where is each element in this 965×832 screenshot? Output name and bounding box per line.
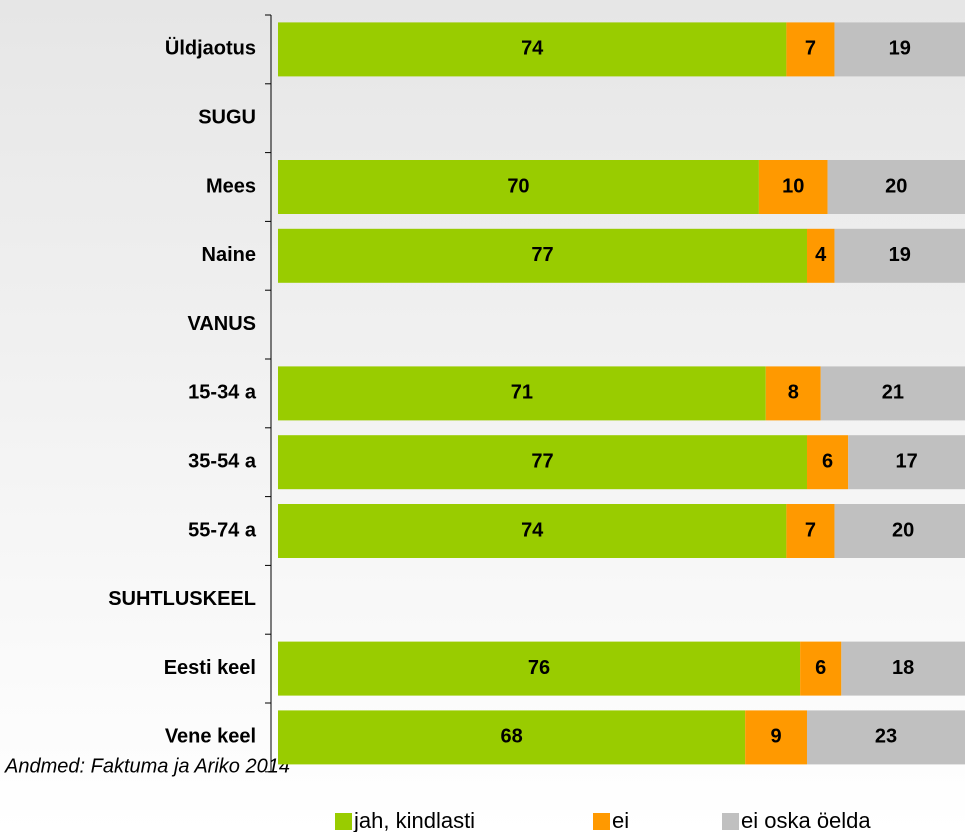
category-label: Eesti keel bbox=[164, 657, 256, 679]
data-label: 19 bbox=[889, 38, 911, 60]
category-label: 15-34 a bbox=[188, 382, 257, 404]
bar-segment bbox=[278, 160, 759, 214]
bar-segment bbox=[278, 228, 807, 283]
legend-label: ei bbox=[612, 808, 629, 832]
data-label: 77 bbox=[531, 244, 553, 266]
data-label: 19 bbox=[889, 244, 911, 266]
source-note: Andmed: Faktuma ja Ariko 2014 bbox=[4, 755, 290, 777]
bar-segment bbox=[800, 641, 842, 696]
data-label: 8 bbox=[788, 382, 799, 404]
data-label: 23 bbox=[875, 726, 897, 748]
bar-segment bbox=[806, 710, 965, 765]
bar-segment bbox=[841, 641, 965, 696]
legend-swatch bbox=[722, 813, 739, 830]
bar-segment bbox=[278, 641, 801, 696]
category-label: 35-54 a bbox=[188, 450, 257, 472]
data-label: 17 bbox=[895, 450, 917, 472]
data-label: 76 bbox=[528, 657, 550, 679]
bar-segment bbox=[806, 435, 849, 490]
category-label: Naine bbox=[202, 244, 256, 266]
bar-segment bbox=[745, 710, 807, 765]
data-label: 9 bbox=[771, 726, 782, 748]
data-label: 21 bbox=[882, 382, 904, 404]
data-label: 7 bbox=[805, 38, 816, 60]
bar-segment bbox=[834, 228, 965, 283]
bar-segment bbox=[786, 22, 835, 77]
data-label: 7 bbox=[805, 519, 816, 541]
data-label: 20 bbox=[885, 175, 907, 197]
bar-segment bbox=[278, 504, 787, 558]
legend-swatch bbox=[593, 813, 610, 830]
data-label: 4 bbox=[815, 244, 827, 266]
bar-segment bbox=[278, 435, 807, 490]
data-label: 20 bbox=[892, 519, 914, 541]
bar-segment bbox=[786, 504, 835, 558]
data-label: 71 bbox=[511, 382, 533, 404]
category-label: SUHTLUSKEEL bbox=[108, 588, 256, 610]
data-label: 6 bbox=[822, 450, 833, 472]
legend-label: jah, kindlasti bbox=[353, 808, 475, 832]
bar-segment bbox=[758, 160, 828, 214]
data-label: 68 bbox=[500, 726, 522, 748]
category-label: Üldjaotus bbox=[165, 37, 256, 60]
category-label: SUGU bbox=[198, 106, 256, 128]
category-label: VANUS bbox=[187, 313, 256, 335]
bar-segment bbox=[278, 22, 787, 77]
legend-label: ei oska öelda bbox=[741, 808, 871, 832]
legend-swatch bbox=[335, 813, 352, 830]
bar-segment bbox=[827, 160, 965, 214]
data-label: 18 bbox=[892, 657, 914, 679]
bar-segment bbox=[765, 366, 821, 421]
bar-segment bbox=[848, 435, 965, 490]
data-label: 10 bbox=[782, 175, 804, 197]
bar-segment bbox=[278, 366, 766, 421]
category-label: 55-74 a bbox=[188, 519, 257, 541]
data-label: 70 bbox=[507, 175, 529, 197]
category-label: Vene keel bbox=[165, 726, 256, 748]
data-label: 77 bbox=[531, 450, 553, 472]
category-label: Mees bbox=[206, 175, 256, 197]
bar-segment bbox=[834, 22, 965, 77]
bar-segment bbox=[820, 366, 965, 421]
data-label: 74 bbox=[521, 519, 544, 541]
bar-segment bbox=[806, 228, 835, 283]
data-label: 74 bbox=[521, 38, 544, 60]
data-label: 6 bbox=[815, 657, 826, 679]
bar-segment bbox=[834, 504, 965, 558]
bar-segment bbox=[278, 710, 746, 765]
